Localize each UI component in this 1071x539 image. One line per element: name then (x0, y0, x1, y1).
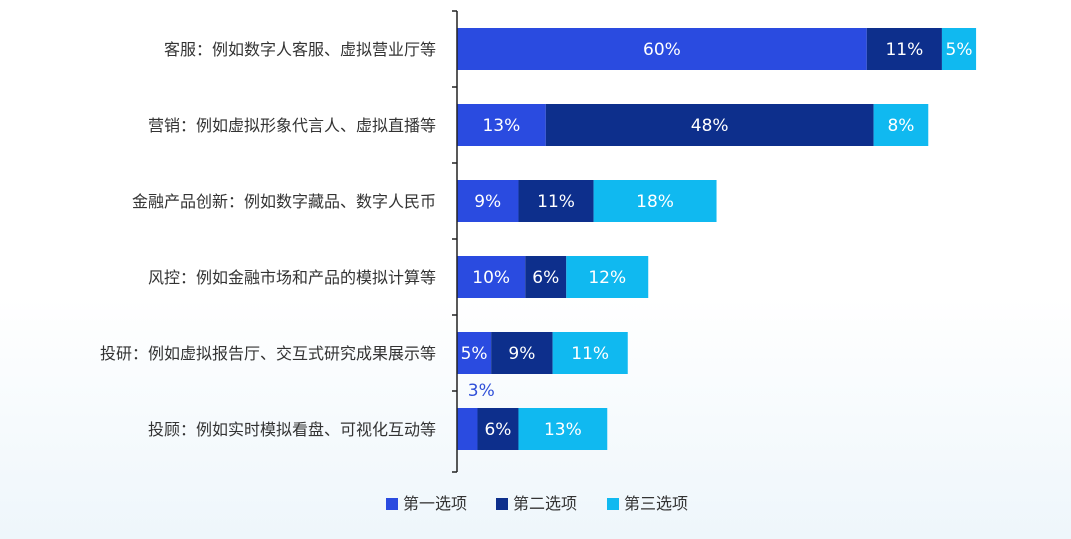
legend: 第一选项 第二选项 第三选项 (386, 494, 688, 513)
bar-segment-2 (545, 104, 874, 146)
data-label: 11% (571, 344, 609, 364)
bar-segment-2 (518, 180, 594, 222)
bar-segment-1 (457, 28, 867, 70)
data-label: 9% (508, 344, 535, 364)
y-axis (452, 10, 458, 473)
category-label: 营销：例如虚拟形象代言人、虚拟直播等 (148, 116, 436, 135)
data-label: 48% (691, 116, 729, 136)
data-label: 11% (885, 40, 923, 60)
data-label: 11% (537, 192, 575, 212)
bar-segment-2 (866, 28, 942, 70)
bar-segment-1 (457, 256, 526, 298)
legend-swatch (386, 498, 398, 510)
bar-segment-2 (491, 332, 553, 374)
category-label: 金融产品创新：例如数字藏品、数字人民币 (132, 192, 436, 211)
category-label: 客服：例如数字人客服、虚拟营业厅等 (164, 40, 436, 59)
data-label: 18% (636, 192, 674, 212)
labels-layer: 客服：例如数字人客服、虚拟营业厅等 60% 11% 5% 营销：例如虚拟形象代言人、虚拟… (100, 40, 973, 440)
bar-segment-3 (593, 180, 717, 222)
data-label: 12% (588, 268, 626, 288)
bar-segment-3 (552, 332, 628, 374)
legend-label: 第二选项 (513, 494, 577, 513)
bar-segment-1 (457, 332, 492, 374)
legend-swatch (607, 498, 619, 510)
bar-segment-3 (873, 104, 929, 146)
bar-segment-2 (477, 408, 519, 450)
bar-segment-2 (525, 256, 567, 298)
bar-segment-3 (518, 408, 608, 450)
bar-segment-3 (566, 256, 649, 298)
data-label: 8% (887, 116, 914, 136)
data-label: 13% (544, 420, 582, 440)
legend-label: 第三选项 (624, 494, 688, 513)
data-label: 13% (482, 116, 520, 136)
legend-label: 第一选项 (403, 494, 467, 513)
bars-layer (457, 28, 977, 450)
category-label: 投研：例如虚拟报告厅、交互式研究成果展示等 (100, 344, 436, 363)
data-label: 3% (468, 381, 495, 401)
category-label: 投顾：例如实时模拟看盘、可视化互动等 (148, 420, 436, 439)
data-label: 5% (461, 344, 488, 364)
legend-swatch (496, 498, 508, 510)
data-label: 60% (643, 40, 681, 60)
data-label: 6% (532, 268, 559, 288)
data-label: 9% (474, 192, 501, 212)
data-label: 5% (946, 40, 973, 60)
bar-segment-1 (457, 104, 546, 146)
data-label: 6% (484, 420, 511, 440)
category-label: 风控：例如金融市场和产品的模拟计算等 (148, 268, 436, 287)
data-label: 10% (472, 268, 510, 288)
bar-segment-1 (457, 408, 478, 450)
bar-segment-1 (457, 180, 519, 222)
bar-segment-3 (941, 28, 977, 70)
